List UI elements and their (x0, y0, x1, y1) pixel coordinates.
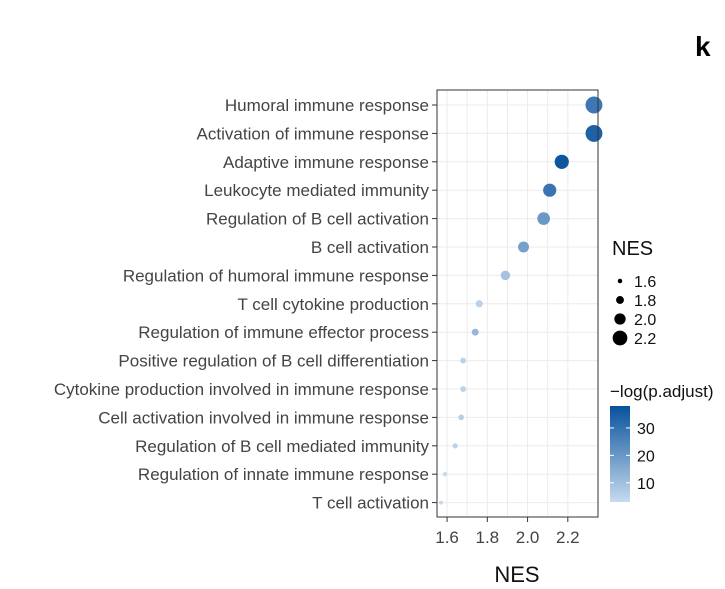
data-point (458, 414, 464, 421)
data-point (518, 241, 530, 253)
size-legend-title: NES (612, 238, 653, 260)
data-point (439, 500, 444, 505)
term-label: Adaptive immune response (223, 153, 429, 172)
data-point (500, 270, 511, 281)
term-label: B cell activation (311, 238, 429, 257)
data-point (543, 183, 557, 197)
data-point (475, 300, 483, 308)
term-label: Cell activation involved in immune respo… (98, 408, 429, 427)
size-legend-label: 1.8 (634, 293, 656, 310)
size-legend-label: 1.6 (634, 274, 656, 291)
color-legend-title: −log(p.adjust) (610, 382, 713, 401)
color-bar-label: 30 (637, 421, 655, 438)
data-point (471, 328, 479, 336)
size-legend-dot (612, 330, 628, 346)
data-point (460, 386, 467, 392)
term-label: Activation of immune response (197, 124, 429, 143)
color-bar-label: 10 (637, 476, 655, 493)
data-point (452, 443, 458, 449)
color-bar-label: 20 (637, 448, 655, 465)
color-bar (610, 406, 630, 502)
x-tick-label: 2.0 (516, 528, 540, 547)
x-axis-ticks: 1.6 1.8 2.0 2.2 (435, 517, 580, 547)
size-legend: NES 1.6 1.8 2.0 2.2 (612, 238, 656, 348)
grid-lines (437, 90, 598, 517)
x-tick-label: 2.2 (556, 528, 580, 547)
term-label: Regulation of immune effector process (138, 323, 429, 342)
plot-panel-border (436, 89, 599, 518)
term-label: Regulation of innate immune response (138, 465, 429, 484)
color-bar-ticks: 10 20 30 (610, 421, 655, 493)
term-label: Regulation of B cell mediated immunity (135, 437, 429, 456)
term-label: Leukocyte mediated immunity (204, 181, 429, 200)
term-label: Regulation of humoral immune response (123, 266, 429, 285)
term-label: T cell activation (312, 494, 429, 513)
size-legend-dot (616, 296, 624, 304)
x-tick-label: 1.6 (435, 528, 459, 547)
data-point (537, 212, 550, 225)
term-label: Positive regulation of B cell differenti… (118, 352, 429, 371)
data-point (585, 96, 603, 114)
term-label: Humoral immune response (225, 96, 429, 115)
panel-letter: k (695, 31, 711, 62)
size-legend-dot (617, 278, 623, 284)
color-legend: −log(p.adjust) 10 20 30 (610, 382, 713, 502)
x-axis-title: NES (494, 562, 539, 587)
term-label: T cell cytokine production (237, 295, 429, 314)
data-point (585, 124, 603, 142)
data-point (554, 154, 569, 169)
data-point (442, 472, 448, 477)
x-tick-label: 1.8 (475, 528, 499, 547)
term-labels: Humoral immune response Activation of imm… (54, 96, 437, 513)
size-legend-label: 2.2 (634, 331, 656, 348)
dot-series (439, 96, 603, 505)
size-legend-label: 2.0 (634, 312, 656, 329)
term-label: Cytokine production involved in immune r… (54, 380, 429, 399)
data-point (460, 357, 467, 364)
term-label: Regulation of B cell activation (206, 210, 429, 229)
size-legend-items: 1.6 1.8 2.0 2.2 (612, 274, 656, 348)
size-legend-dot (614, 313, 626, 325)
